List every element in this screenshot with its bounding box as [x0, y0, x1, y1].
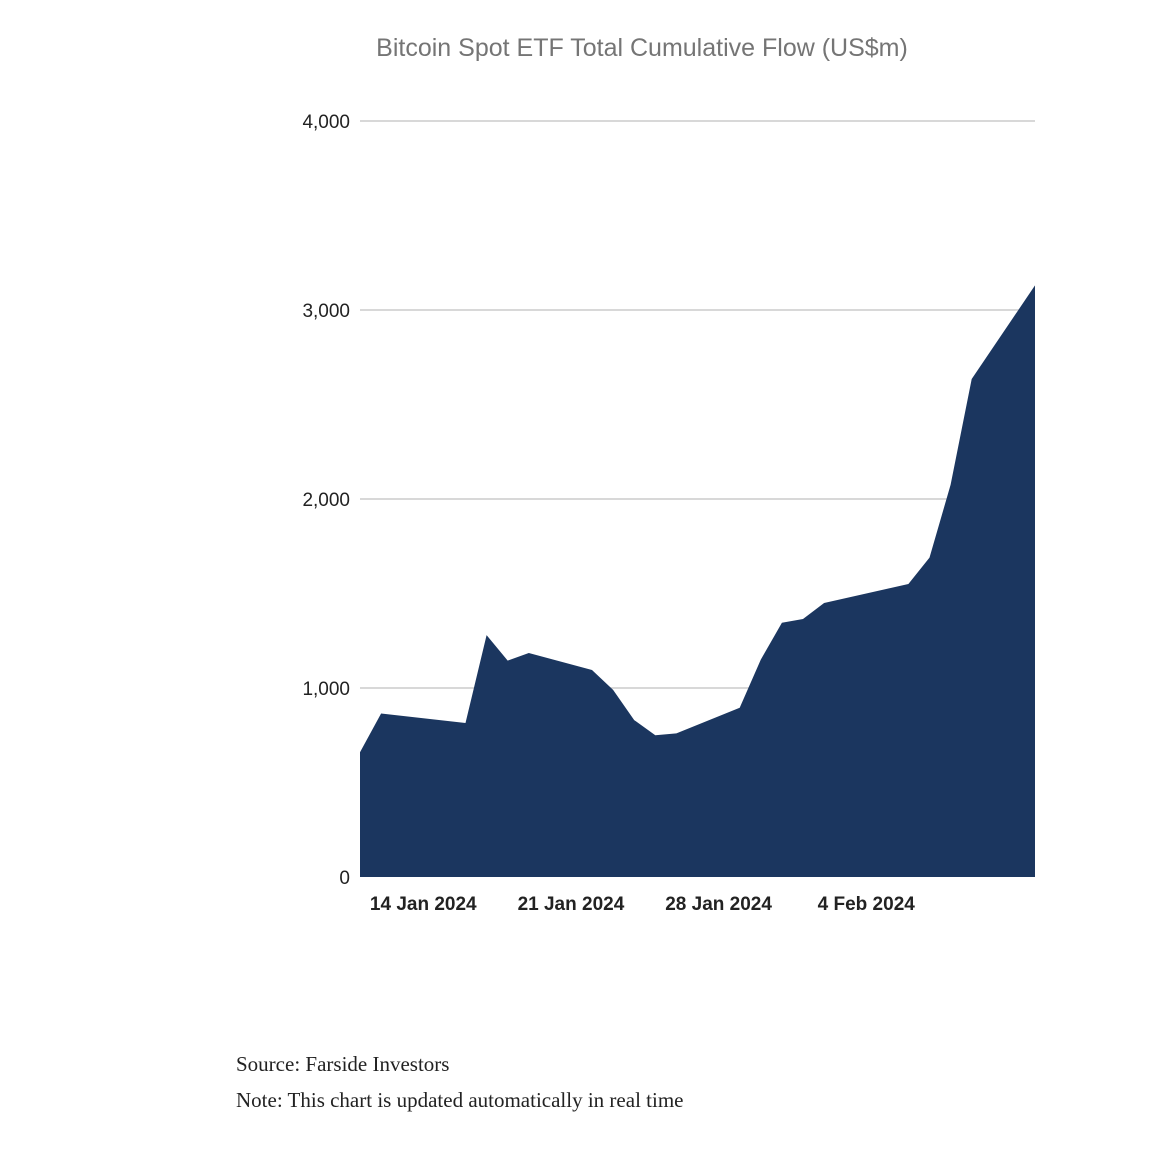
etf-flow-chart: Bitcoin Spot ETF Total Cumulative Flow (…	[302, 34, 1035, 915]
x-tick-label: 4 Feb 2024	[818, 894, 916, 915]
x-axis-ticks: 14 Jan 2024 21 Jan 2024 28 Jan 2024 4 Feb 2…	[370, 894, 915, 915]
y-tick-label: 2,000	[302, 490, 350, 511]
update-note: Note: This chart is updated automaticall…	[236, 1088, 684, 1112]
x-tick-label: 14 Jan 2024	[370, 894, 477, 915]
y-tick-label: 3,000	[302, 301, 350, 322]
x-tick-label: 21 Jan 2024	[518, 894, 625, 915]
chart-notes: Source: Farside Investors Note: This cha…	[236, 1046, 683, 1118]
y-tick-label: 0	[339, 868, 350, 889]
y-tick-label: 1,000	[302, 679, 350, 700]
chart-title: Bitcoin Spot ETF Total Cumulative Flow (…	[376, 34, 908, 62]
y-tick-label: 4,000	[302, 112, 350, 133]
source-note: Source: Farside Investors	[236, 1052, 450, 1076]
x-tick-label: 28 Jan 2024	[665, 894, 772, 915]
cumulative-flow-area	[360, 285, 1035, 877]
y-axis-ticks: 0 1,000 2,000 3,000 4,000	[302, 112, 350, 889]
